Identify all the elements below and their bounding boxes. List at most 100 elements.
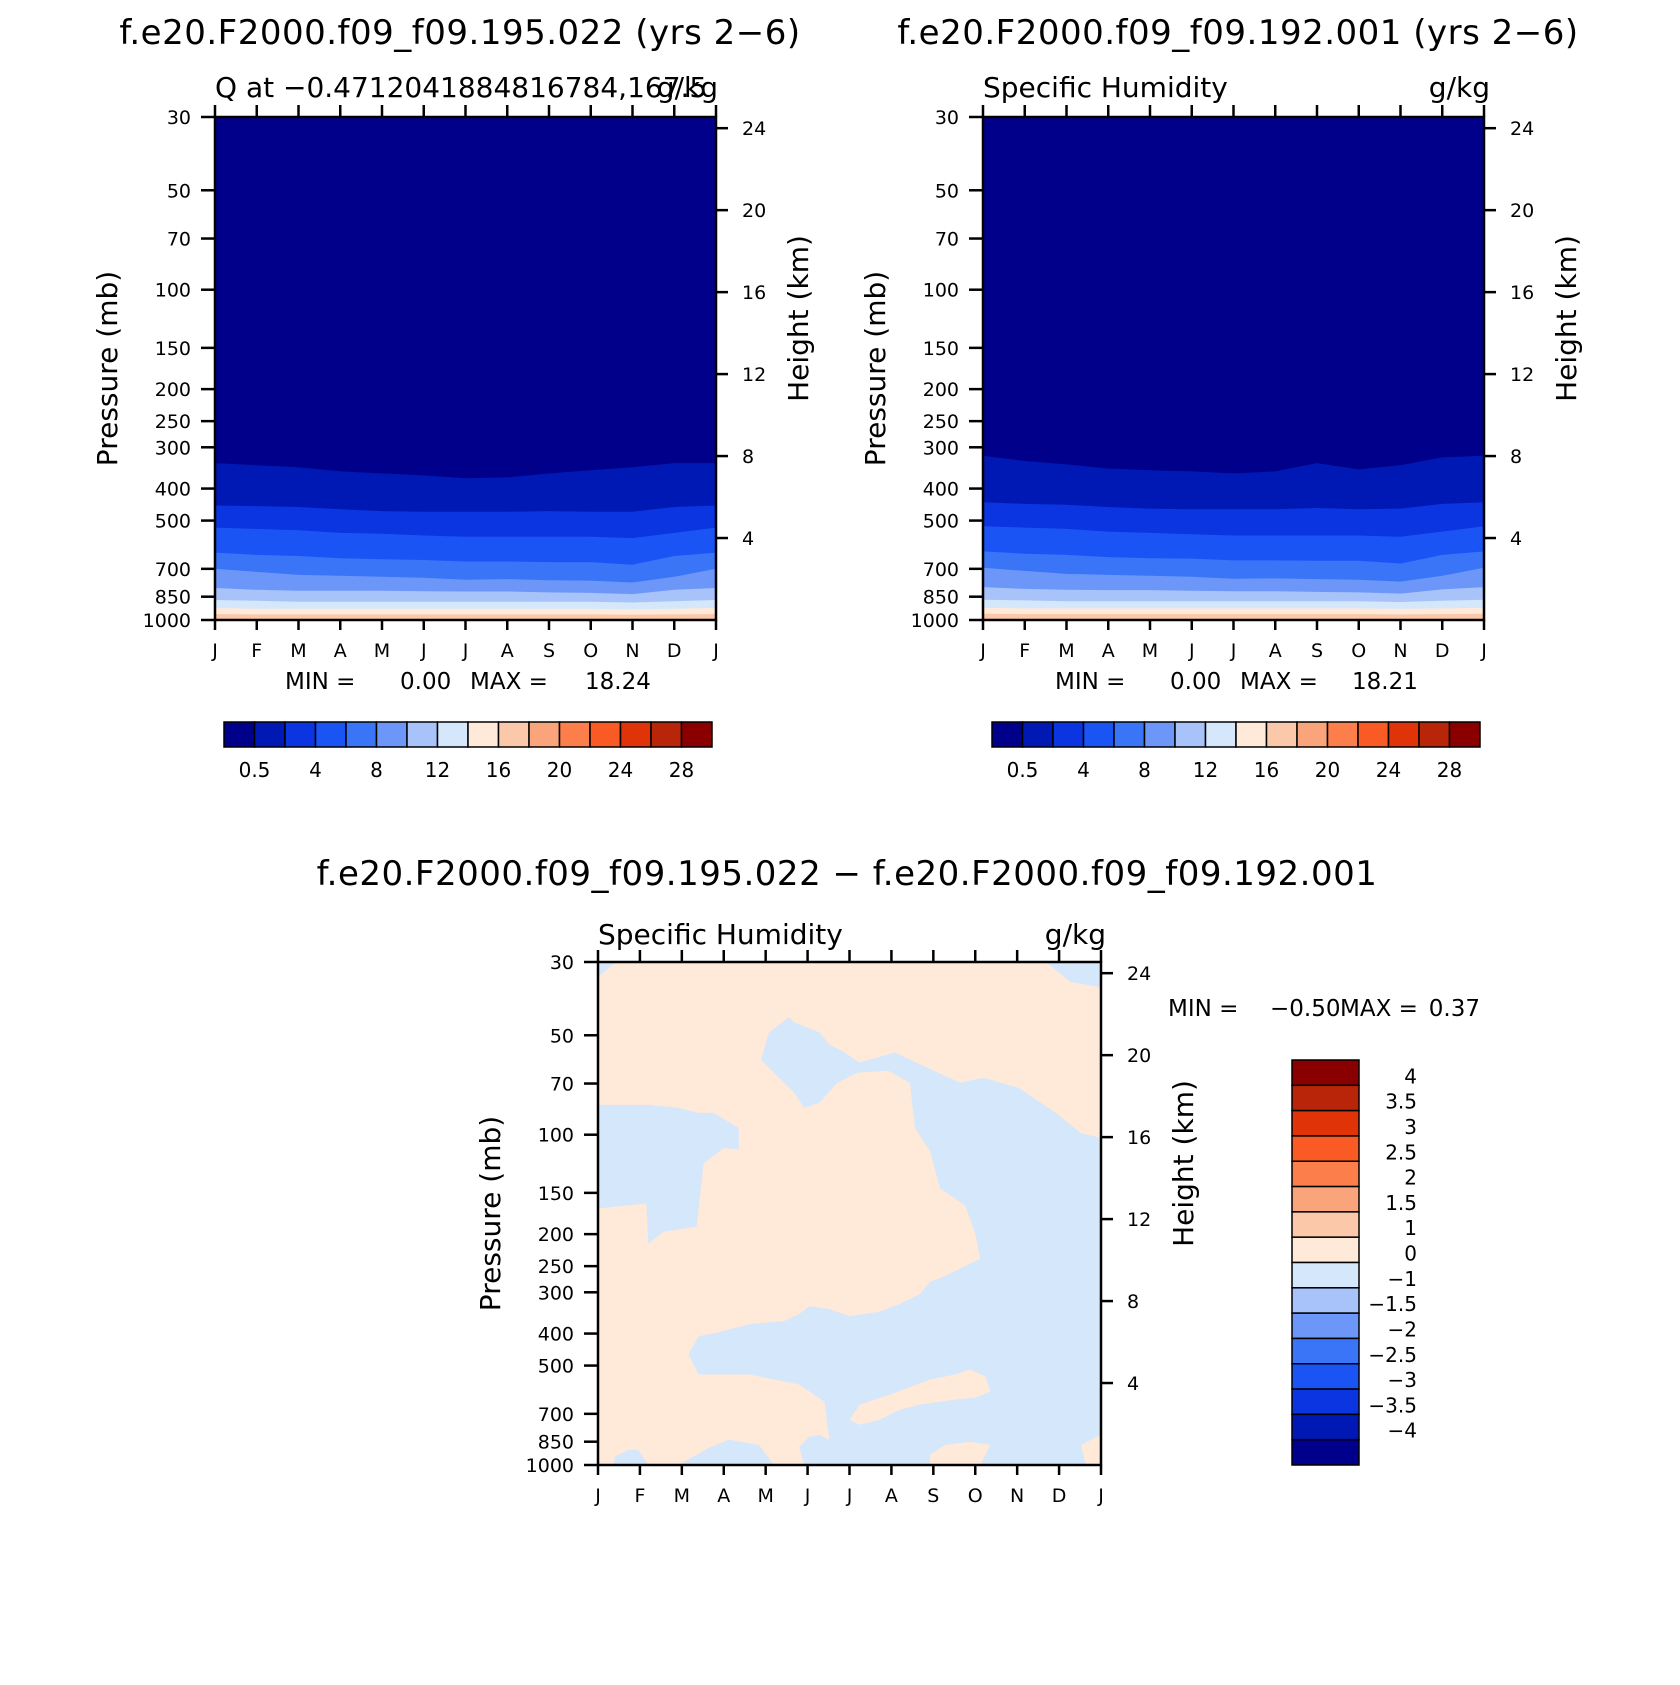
colorbar-swatch — [314, 721, 347, 748]
x-tick-label: M — [757, 1485, 773, 1507]
diff-fill-positive-region — [769, 1099, 785, 1113]
x-tick-label: D — [1435, 640, 1450, 662]
x-tick-label: J — [594, 1485, 601, 1507]
panel-2-max-value: 18.21 — [1352, 669, 1418, 695]
panel-3-max-value: 0.37 — [1429, 996, 1480, 1022]
y-tick-label: 70 — [167, 229, 191, 251]
diff-fill-positive-region — [598, 1439, 619, 1465]
colorbar-swatch — [1418, 721, 1451, 748]
y-tick-label: 850 — [923, 587, 959, 609]
colorbar-label: 12 — [425, 758, 450, 782]
y2-tick-label: 20 — [742, 200, 766, 222]
colorbar-label: 1 — [1404, 1216, 1417, 1240]
colorbar-swatch — [1291, 1109, 1360, 1137]
x-tick-label: A — [885, 1485, 898, 1507]
y2-axis-label: Height (km) — [782, 235, 815, 402]
colorbar-swatch — [223, 721, 256, 748]
y2-tick-label: 4 — [1127, 1373, 1139, 1395]
y2-tick-label: 16 — [742, 282, 766, 304]
colorbar-swatch — [497, 721, 530, 748]
y2-tick-label: 4 — [1510, 528, 1522, 550]
colorbar-label: 0 — [1404, 1242, 1417, 1266]
colorbar-label: −3.5 — [1368, 1393, 1417, 1417]
y-tick-label: 30 — [167, 107, 191, 129]
colorbar-swatch — [1291, 1160, 1360, 1188]
y-tick-label: 700 — [538, 1404, 574, 1426]
colorbar-swatch — [1143, 721, 1176, 748]
x-tick-label: S — [1311, 640, 1323, 662]
colorbar-swatch — [1204, 721, 1237, 748]
x-tick-label: M — [290, 640, 306, 662]
y-tick-label: 850 — [538, 1432, 574, 1454]
panel-2-minmax: MIN = 0.00 MAX = 18.21 — [1055, 669, 1418, 695]
x-tick-label: J — [846, 1485, 853, 1507]
colorbar-swatch — [680, 721, 713, 748]
y2-axis-label: Height (km) — [1167, 1080, 1200, 1247]
x-tick-label: M — [374, 640, 390, 662]
colorbar-label: 16 — [486, 758, 511, 782]
colorbar-swatch — [991, 721, 1024, 748]
colorbar-label: 4 — [309, 758, 322, 782]
y2-tick-label: 8 — [742, 446, 754, 468]
y-axis-label: Pressure (mb) — [91, 271, 124, 466]
x-tick-label: J — [1230, 640, 1237, 662]
panel-1-max-value: 18.24 — [585, 669, 651, 695]
colorbar-swatch — [467, 721, 500, 748]
x-tick-label: A — [1269, 640, 1282, 662]
colorbar-swatch — [1291, 1388, 1360, 1416]
colorbar-swatch — [1296, 721, 1329, 748]
panel-1-min-value: 0.00 — [400, 669, 451, 695]
y-tick-label: 50 — [167, 180, 191, 202]
colorbar-label: 12 — [1193, 758, 1218, 782]
x-tick-label: J — [462, 640, 469, 662]
colorbar-swatch — [1291, 1413, 1360, 1441]
y-tick-label: 70 — [550, 1074, 574, 1096]
x-tick-label: O — [968, 1485, 983, 1507]
y-tick-label: 300 — [538, 1282, 574, 1304]
y2-tick-label: 12 — [1510, 364, 1534, 386]
panel-2-header: f.e20.F2000.f09_f09.192.001 (yrs 2−6) — [897, 13, 1578, 53]
x-tick-label: J — [1480, 640, 1487, 662]
diff-fill-positive-region — [930, 1441, 991, 1465]
contour-fill-level-16 — [983, 613, 1484, 620]
x-tick-label: D — [667, 640, 682, 662]
colorbar-swatch — [1291, 1363, 1360, 1390]
y-tick-label: 100 — [538, 1125, 574, 1147]
y-tick-label: 50 — [550, 1025, 574, 1047]
y-tick-label: 700 — [155, 559, 191, 581]
colorbar-swatch — [1052, 721, 1085, 748]
x-tick-label: N — [1010, 1485, 1024, 1507]
contour-fill-level-16 — [215, 614, 716, 620]
y-tick-label: 500 — [538, 1356, 574, 1378]
x-tick-label: S — [543, 640, 555, 662]
colorbar-label: 2.5 — [1385, 1140, 1417, 1164]
y-axis-label: Pressure (mb) — [474, 1116, 507, 1311]
colorbar-label: 8 — [1138, 758, 1151, 782]
axes-1: J F M A M J J A S O N D J 30 50 70 100 150 200 250 300 400 500… — [91, 105, 815, 662]
y-tick-label: 500 — [155, 511, 191, 533]
y2-tick-label: 16 — [1127, 1127, 1151, 1149]
y-tick-label: 200 — [923, 379, 959, 401]
x-tick-label: O — [1351, 640, 1366, 662]
colorbar-label: 4 — [1404, 1064, 1417, 1088]
colorbar-swatch — [1387, 721, 1420, 748]
colorbar-swatch — [1291, 1287, 1360, 1314]
y-tick-label: 1000 — [526, 1455, 574, 1477]
colorbar-label: 20 — [1315, 758, 1340, 782]
x-tick-label: N — [625, 640, 639, 662]
colorbar-swatch — [1265, 721, 1298, 748]
colorbar-label: 3 — [1404, 1115, 1417, 1139]
panel-3-title: Specific Humidity — [598, 918, 843, 951]
colorbar-label: 24 — [1376, 758, 1401, 782]
colorbar-label: 28 — [1437, 758, 1462, 782]
colorbar-label: −1 — [1388, 1267, 1417, 1291]
x-tick-label: A — [501, 640, 514, 662]
x-tick-label: D — [1052, 1485, 1067, 1507]
y-tick-label: 1000 — [911, 610, 959, 632]
colorbar-swatch — [1113, 721, 1146, 748]
colorbar-label: −1.5 — [1368, 1292, 1417, 1316]
panel-1-header: f.e20.F2000.f09_f09.195.022 (yrs 2−6) — [119, 13, 800, 53]
panel-3-max-label: MAX = — [1340, 996, 1418, 1022]
x-tick-label: A — [1102, 640, 1115, 662]
colorbar-swatch — [1291, 1059, 1360, 1087]
